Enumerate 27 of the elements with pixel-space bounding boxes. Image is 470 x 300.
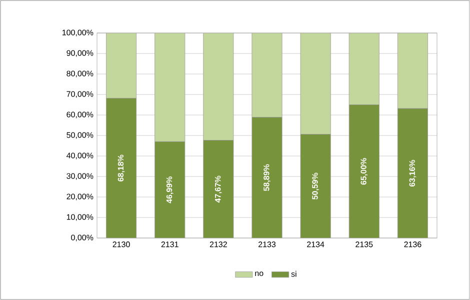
y-tick-label: 80,00% <box>66 70 94 78</box>
y-tick-label: 70,00% <box>66 91 94 98</box>
data-label: 68,18% <box>118 154 125 182</box>
y-tick-label: 50,00% <box>66 132 94 139</box>
x-tick-label: 2134 <box>307 242 324 248</box>
data-label: 46,99% <box>166 176 174 204</box>
data-label: 47,67% <box>215 176 222 203</box>
y-tick-label: 100,00% <box>62 30 94 36</box>
y-tick-label: 40,00% <box>66 152 94 160</box>
x-tick-label: 2136 <box>404 242 422 248</box>
y-tick-label: 30,00% <box>66 173 94 180</box>
x-tick-label: 2132 <box>210 242 227 248</box>
data-label: 65,00% <box>360 158 368 185</box>
x-tick-label: 2130 <box>112 242 130 248</box>
data-label: 50,59% <box>312 172 319 200</box>
y-tick-label: 60,00% <box>66 112 94 118</box>
x-tick-label: 2133 <box>258 242 276 248</box>
x-tick-label: 2131 <box>161 242 178 248</box>
y-tick-label: 20,00% <box>66 194 94 200</box>
legend-label: no <box>255 272 264 276</box>
y-tick-label: 0,00% <box>71 234 94 242</box>
data-label: 58,89% <box>264 164 270 191</box>
data-label: 63,16% <box>409 160 416 187</box>
y-tick-label: 90,00% <box>66 50 94 57</box>
x-tick-label: 2135 <box>356 242 373 248</box>
legend-label: si <box>291 270 296 277</box>
y-tick-label: 10,00% <box>66 214 94 221</box>
